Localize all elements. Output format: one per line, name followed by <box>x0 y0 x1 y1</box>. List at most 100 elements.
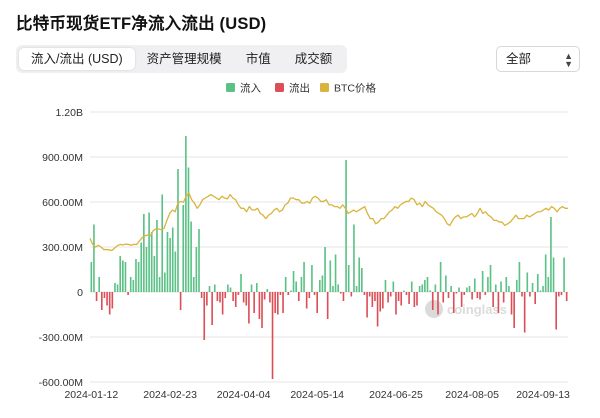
inflow-bar[interactable] <box>550 217 552 292</box>
inflow-bar[interactable] <box>508 286 510 292</box>
inflow-bar[interactable] <box>487 277 489 292</box>
outflow-bar[interactable] <box>342 292 345 301</box>
outflow-bar[interactable] <box>282 292 284 313</box>
outflow-bar[interactable] <box>245 292 248 306</box>
outflow-bar[interactable] <box>305 292 308 309</box>
inflow-bar[interactable] <box>145 247 148 292</box>
inflow-bar[interactable] <box>284 277 287 292</box>
outflow-bar[interactable] <box>502 292 505 303</box>
outflow-bar[interactable] <box>279 292 282 295</box>
outflow-bar[interactable] <box>431 292 434 310</box>
inflow-bar[interactable] <box>353 224 355 293</box>
outflow-bar[interactable] <box>437 292 439 315</box>
etf-filter-select[interactable]: 全部 ▲ ▼ <box>496 46 580 72</box>
inflow-bar[interactable] <box>505 277 508 292</box>
inflow-bar[interactable] <box>458 287 460 293</box>
outflow-bar[interactable] <box>232 292 234 301</box>
outflow-bar[interactable] <box>382 292 384 309</box>
inflow-bar[interactable] <box>150 232 153 292</box>
inflow-bar[interactable] <box>403 290 405 293</box>
outflow-bar[interactable] <box>253 292 255 313</box>
inflow-bar[interactable] <box>250 284 253 293</box>
inflow-bar[interactable] <box>185 136 187 292</box>
inflow-bar[interactable] <box>198 229 200 292</box>
inflow-bar[interactable] <box>324 247 326 292</box>
inflow-bar[interactable] <box>255 283 258 292</box>
inflow-bar[interactable] <box>290 290 292 293</box>
inflow-bar[interactable] <box>143 214 145 292</box>
outflow-bar[interactable] <box>313 292 316 295</box>
outflow-bar[interactable] <box>237 292 240 295</box>
inflow-bar[interactable] <box>266 289 269 292</box>
inflow-bar[interactable] <box>190 221 192 293</box>
outflow-bar[interactable] <box>400 292 403 306</box>
outflow-bar[interactable] <box>484 292 487 295</box>
inflow-bar[interactable] <box>137 262 140 292</box>
outflow-bar[interactable] <box>287 292 290 295</box>
outflow-bar[interactable] <box>455 292 458 294</box>
outflow-bar[interactable] <box>510 292 513 315</box>
inflow-bar[interactable] <box>392 281 395 293</box>
outflow-bar[interactable] <box>471 292 473 300</box>
tab-volume[interactable]: 成交额 <box>294 52 333 66</box>
inflow-bar[interactable] <box>158 277 161 292</box>
outflow-bar[interactable] <box>397 292 400 301</box>
inflow-bar[interactable] <box>345 160 347 292</box>
inflow-bar[interactable] <box>526 272 529 293</box>
inflow-bar[interactable] <box>90 262 93 292</box>
outflow-bar[interactable] <box>447 292 450 298</box>
outflow-bar[interactable] <box>405 292 408 295</box>
inflow-bar[interactable] <box>318 280 321 292</box>
outflow-bar[interactable] <box>560 292 563 295</box>
inflow-bar[interactable] <box>542 286 544 292</box>
inflow-bar[interactable] <box>347 265 350 292</box>
inflow-bar[interactable] <box>124 262 127 292</box>
outflow-bar[interactable] <box>242 292 245 303</box>
inflow-bar[interactable] <box>292 271 295 292</box>
outflow-bar[interactable] <box>179 292 182 310</box>
inflow-bar[interactable] <box>384 280 387 292</box>
inflow-bar[interactable] <box>98 277 101 292</box>
outflow-bar[interactable] <box>395 292 397 315</box>
outflow-bar[interactable] <box>103 292 106 298</box>
outflow-bar[interactable] <box>276 292 279 315</box>
inflow-bar[interactable] <box>240 274 242 292</box>
inflow-bar[interactable] <box>445 275 447 293</box>
inflow-bar[interactable] <box>114 283 116 292</box>
inflow-bar[interactable] <box>515 280 518 292</box>
inflow-bar[interactable] <box>227 284 229 293</box>
inflow-bar[interactable] <box>187 167 190 293</box>
inflow-bar[interactable] <box>132 280 135 292</box>
outflow-bar[interactable] <box>248 292 250 324</box>
outflow-bar[interactable] <box>308 292 311 298</box>
inflow-bar[interactable] <box>358 257 361 293</box>
inflow-bar[interactable] <box>161 194 164 293</box>
inflow-bar[interactable] <box>229 287 232 293</box>
inflow-bar[interactable] <box>140 242 143 293</box>
outflow-bar[interactable] <box>206 292 208 306</box>
outflow-bar[interactable] <box>413 292 416 307</box>
inflow-bar[interactable] <box>119 256 122 292</box>
inflow-bar[interactable] <box>544 254 547 293</box>
outflow-bar[interactable] <box>442 292 445 303</box>
outflow-bar[interactable] <box>368 292 371 297</box>
inflow-bar[interactable] <box>536 274 539 292</box>
inflow-bar[interactable] <box>424 280 426 292</box>
outflow-bar[interactable] <box>271 292 274 379</box>
outflow-bar[interactable] <box>350 292 353 297</box>
outflow-bar[interactable] <box>521 292 523 297</box>
outflow-bar[interactable] <box>389 292 392 297</box>
inflow-bar[interactable] <box>410 281 413 293</box>
inflow-bar[interactable] <box>295 281 297 293</box>
inflow-bar[interactable] <box>500 281 502 293</box>
outflow-bar[interactable] <box>95 292 98 301</box>
outflow-bar[interactable] <box>274 292 276 313</box>
outflow-bar[interactable] <box>216 292 219 301</box>
outflow-bar[interactable] <box>371 292 374 307</box>
outflow-bar[interactable] <box>523 292 526 333</box>
inflow-bar[interactable] <box>192 277 195 292</box>
outflow-bar[interactable] <box>316 292 318 313</box>
inflow-bar[interactable] <box>153 256 156 292</box>
inflow-bar[interactable] <box>177 169 179 292</box>
outflow-bar[interactable] <box>219 292 221 303</box>
